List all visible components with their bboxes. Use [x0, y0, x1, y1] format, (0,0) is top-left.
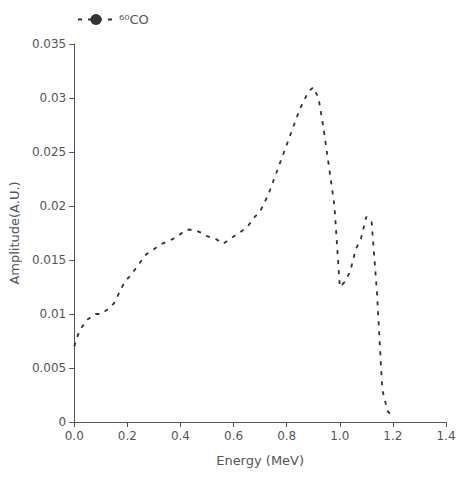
svg-text:0.005: 0.005: [32, 361, 66, 375]
svg-text:Energy (MeV): Energy (MeV): [216, 453, 304, 468]
svg-text:0.0: 0.0: [65, 429, 84, 443]
svg-text:0.03: 0.03: [40, 91, 67, 105]
svg-text:0.025: 0.025: [32, 145, 66, 159]
svg-text:0.6: 0.6: [224, 429, 243, 443]
svg-text:Amplitude(A.U.): Amplitude(A.U.): [7, 181, 22, 284]
svg-text:0.015: 0.015: [32, 253, 66, 267]
svg-text:0.02: 0.02: [40, 199, 67, 213]
svg-text:0.8: 0.8: [277, 429, 296, 443]
svg-text:0.01: 0.01: [40, 307, 67, 321]
svg-text:1.0: 1.0: [330, 429, 349, 443]
svg-text:⁶⁰CO: ⁶⁰CO: [119, 12, 149, 27]
svg-text:1.4: 1.4: [436, 429, 455, 443]
svg-text:1.2: 1.2: [383, 429, 402, 443]
svg-text:0.035: 0.035: [32, 37, 66, 51]
svg-text:0: 0: [59, 415, 67, 429]
svg-text:0.4: 0.4: [171, 429, 190, 443]
svg-text:0.2: 0.2: [118, 429, 137, 443]
